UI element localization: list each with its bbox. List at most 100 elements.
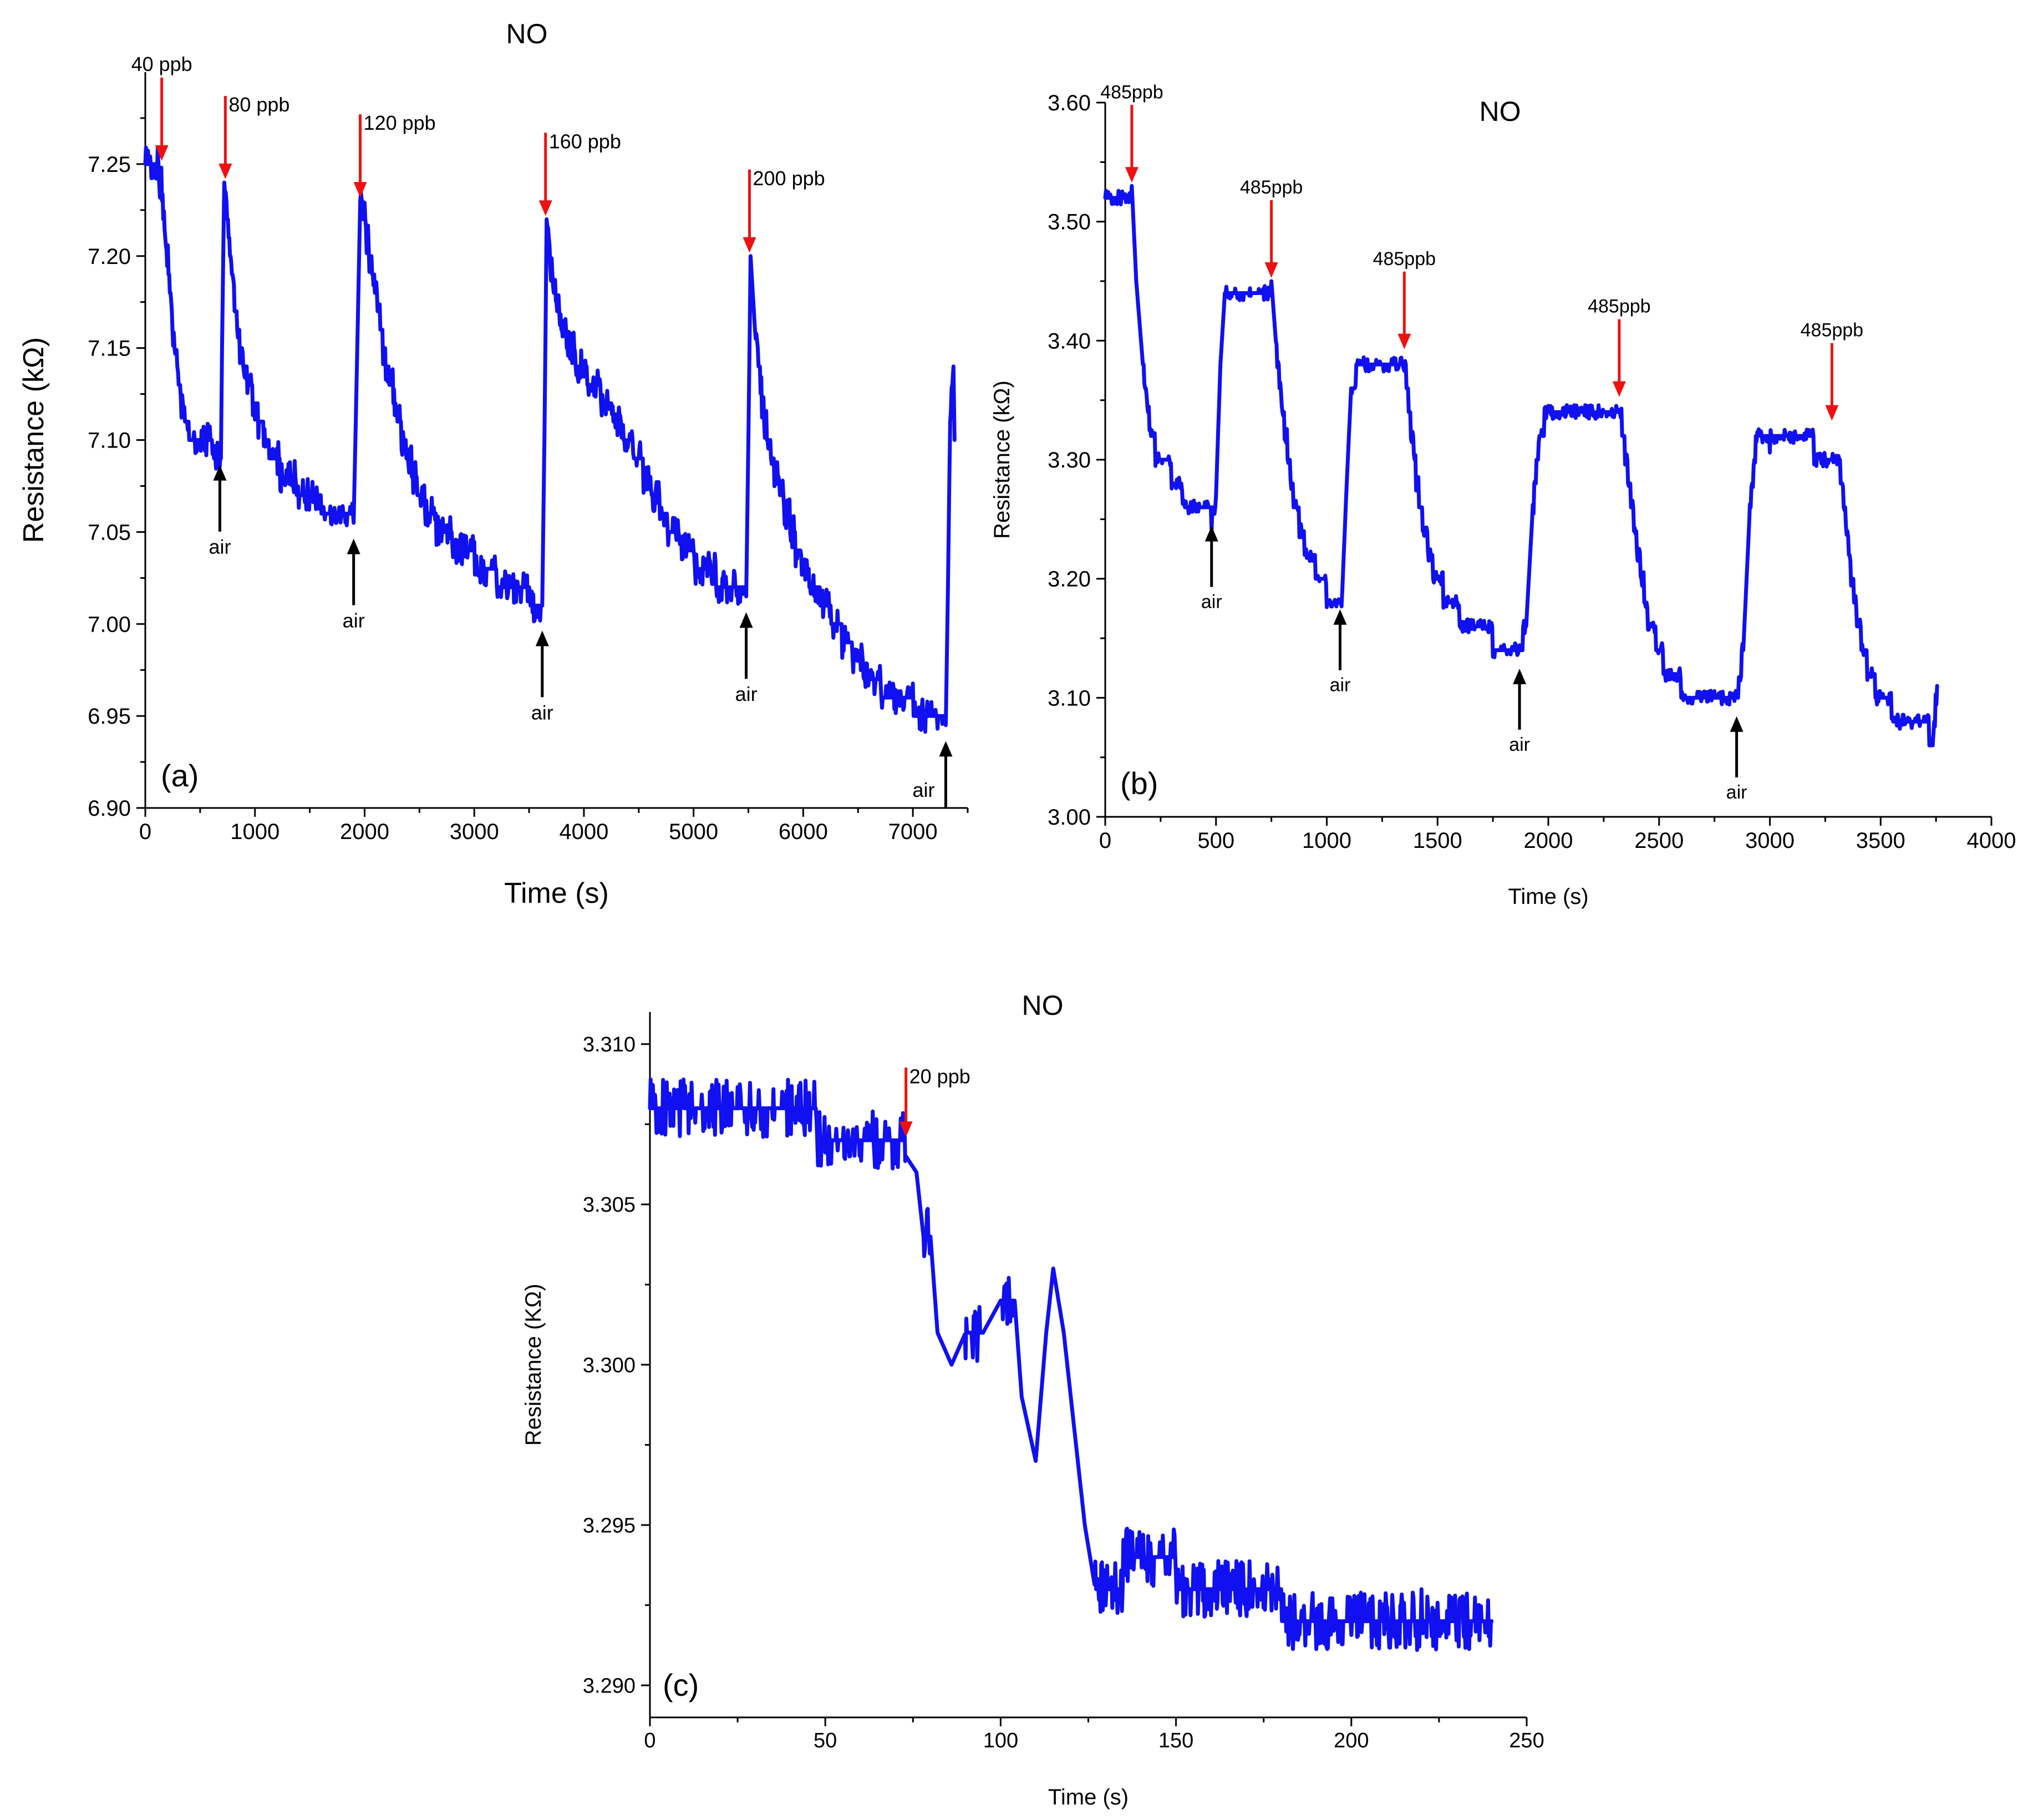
x-tick-label: 0 xyxy=(139,820,151,844)
recovery-label: air xyxy=(1201,591,1222,612)
chart-title: NO xyxy=(1022,990,1064,1021)
series-line xyxy=(143,145,957,734)
y-tick-label: 3.50 xyxy=(1048,210,1091,235)
exposure-arrow-head xyxy=(1264,262,1278,278)
series-line xyxy=(1103,184,1939,748)
y-tick-label: 3.295 xyxy=(583,1514,636,1537)
x-tick-label: 500 xyxy=(1197,828,1234,853)
exposure-arrow-head xyxy=(743,237,756,253)
y-tick-label: 3.310 xyxy=(583,1033,636,1056)
exposure-arrow-head xyxy=(1825,405,1839,421)
exposure-label: 485ppb xyxy=(1801,320,1863,341)
y-tick-label: 7.00 xyxy=(88,612,131,637)
y-tick-label: 7.05 xyxy=(88,520,131,545)
y-tick-label: 7.20 xyxy=(88,245,131,269)
x-tick-label: 3000 xyxy=(1745,828,1795,853)
exposure-label: 485ppb xyxy=(1588,296,1650,317)
x-tick-label: 50 xyxy=(814,1729,837,1752)
x-tick-label: 5000 xyxy=(669,820,718,844)
y-tick-label: 3.40 xyxy=(1048,329,1091,353)
x-tick-label: 3500 xyxy=(1856,828,1905,853)
exposure-arrow-head xyxy=(353,182,367,198)
exposure-label: 120 ppb xyxy=(364,111,436,134)
y-axis-label: Resistance (kΩ) xyxy=(18,337,50,543)
x-tick-label: 100 xyxy=(983,1729,1018,1752)
recovery-label: air xyxy=(912,779,934,801)
chart-title: NO xyxy=(1480,96,1521,127)
exposure-label: 200 ppb xyxy=(753,167,825,190)
x-axis-label: Time (s) xyxy=(504,877,609,909)
recovery-arrow-head xyxy=(1730,716,1744,732)
exposure-label: 20 ppb xyxy=(909,1065,970,1087)
x-axis-label: Time (s) xyxy=(1508,884,1588,909)
exposure-label: 80 ppb xyxy=(228,93,289,116)
y-tick-label: 3.00 xyxy=(1048,805,1091,830)
exposure-arrow-head xyxy=(155,145,169,161)
exposure-label: 40 ppb xyxy=(131,53,192,75)
y-tick-label: 3.30 xyxy=(1048,448,1091,472)
x-axis-label: Time (s) xyxy=(1048,1785,1129,1809)
x-tick-label: 150 xyxy=(1158,1729,1193,1752)
panel-label: (b) xyxy=(1120,766,1158,801)
recovery-label: air xyxy=(1726,782,1747,803)
exposure-arrow-head xyxy=(1397,333,1411,349)
x-tick-label: 1500 xyxy=(1413,828,1462,853)
x-tick-label: 7000 xyxy=(888,820,938,844)
exposure-arrow-head xyxy=(899,1121,913,1137)
x-tick-label: 250 xyxy=(1509,1729,1544,1752)
exposure-label: 485ppb xyxy=(1100,82,1163,103)
x-tick-label: 6000 xyxy=(779,820,828,844)
y-tick-label: 6.90 xyxy=(88,796,131,821)
y-tick-label: 6.95 xyxy=(88,704,131,729)
exposure-label: 160 ppb xyxy=(549,130,621,152)
chart-panel-c: 0 50 100 150 200 250 3.290 3.295 3.300 3.305 3.310… xyxy=(521,990,1544,1809)
x-tick-label: 4000 xyxy=(559,820,608,844)
recovery-label: air xyxy=(343,609,365,632)
recovery-label: air xyxy=(209,536,231,558)
y-tick-label: 3.290 xyxy=(583,1674,636,1697)
recovery-arrow-head xyxy=(939,741,953,757)
y-axis-label: Resistance (KΩ) xyxy=(521,1284,546,1446)
recovery-arrow-head xyxy=(213,465,227,481)
x-tick-label: 2000 xyxy=(340,820,389,844)
panel-label: (c) xyxy=(663,1668,699,1702)
exposure-arrow-head xyxy=(1125,167,1139,183)
x-tick-label: 4000 xyxy=(1967,828,2016,853)
x-tick-label: 0 xyxy=(644,1729,655,1752)
x-tick-label: 1000 xyxy=(1302,828,1351,853)
exposure-label: 485ppb xyxy=(1240,177,1303,198)
x-tick-label: 2500 xyxy=(1634,828,1684,853)
recovery-label: air xyxy=(1330,675,1351,696)
exposure-arrow-head xyxy=(1612,381,1626,397)
y-tick-label: 3.10 xyxy=(1048,686,1091,710)
x-tick-label: 2000 xyxy=(1524,828,1573,853)
y-tick-label: 3.20 xyxy=(1048,567,1091,592)
chart-panel-b: 0 500 1000 1500 2000 2500 3000 3500 4000 3.00 3.10… xyxy=(990,82,2016,909)
x-tick-label: 200 xyxy=(1334,1729,1369,1752)
exposure-arrow-head xyxy=(538,200,552,216)
recovery-label: air xyxy=(735,683,758,705)
recovery-arrow-head xyxy=(1513,668,1527,684)
exposure-arrow-head xyxy=(218,164,232,180)
recovery-arrow-head xyxy=(535,631,549,647)
x-tick-label: 3000 xyxy=(450,820,499,844)
chart-panel-a: 0 1000 2000 3000 4000 5000 6000 7000 6.90 6.95 7.0… xyxy=(18,18,969,909)
recovery-arrow-head xyxy=(1204,526,1218,542)
x-tick-label: 0 xyxy=(1099,828,1111,853)
series-line xyxy=(648,1077,1494,1652)
y-tick-label: 3.300 xyxy=(583,1354,636,1377)
recovery-label: air xyxy=(1509,734,1530,755)
y-tick-label: 7.15 xyxy=(88,337,131,361)
recovery-arrow-head xyxy=(347,538,360,555)
panel-label: (a) xyxy=(161,758,199,793)
exposure-label: 485ppb xyxy=(1373,248,1436,270)
recovery-label: air xyxy=(531,701,553,724)
chart-title: NO xyxy=(506,18,548,49)
y-tick-label: 3.305 xyxy=(583,1193,636,1217)
y-tick-label: 7.25 xyxy=(88,152,131,177)
y-tick-label: 3.60 xyxy=(1048,91,1091,115)
x-tick-label: 1000 xyxy=(230,820,279,844)
recovery-arrow-head xyxy=(739,612,753,628)
y-tick-label: 7.10 xyxy=(88,429,131,453)
